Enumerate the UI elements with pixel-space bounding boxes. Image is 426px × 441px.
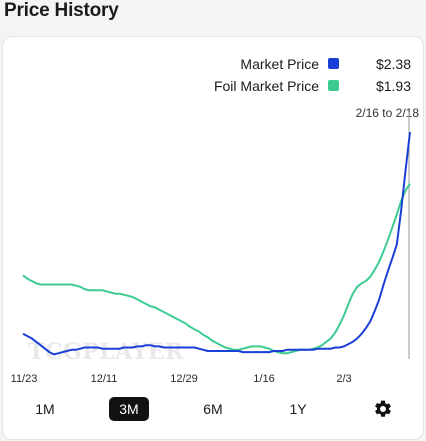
legend-item-market-price[interactable]: Market Price $2.38 <box>3 53 425 75</box>
series-line-market-price <box>22 131 411 356</box>
legend-swatch <box>328 80 339 91</box>
legend-item-foil-market-price[interactable]: Foil Market Price $1.93 <box>3 75 425 97</box>
range-button-1m[interactable]: 1M <box>35 401 55 417</box>
legend-value: $1.93 <box>375 78 411 94</box>
x-tick-label: 12/29 <box>170 373 198 385</box>
x-tick-label: 11/23 <box>11 373 38 385</box>
legend-value: $2.38 <box>375 56 411 72</box>
page-title: Price History <box>4 0 119 21</box>
tcgplayer-watermark: TCGPLAYER <box>28 339 184 365</box>
range-button-1y[interactable]: 1Y <box>289 401 307 417</box>
price-history-card: Market Price $2.38 Foil Market Price $1.… <box>2 36 424 440</box>
legend-label: Foil Market Price <box>213 78 319 94</box>
range-selector: 1M 3M 6M 1Y <box>3 395 425 425</box>
x-tick-label: 12/11 <box>91 373 118 385</box>
date-range-label: 2/16 to 2/18 <box>355 106 419 120</box>
series-line-foil-market-price <box>22 183 411 355</box>
legend-label: Market Price <box>240 56 319 72</box>
x-tick-label: 2/3 <box>336 373 351 385</box>
gear-icon[interactable] <box>373 399 393 419</box>
x-tick-label: 1/16 <box>253 373 274 385</box>
range-button-3m[interactable]: 3M <box>109 397 149 421</box>
range-button-6m[interactable]: 6M <box>203 401 223 417</box>
legend-swatch <box>328 58 339 69</box>
price-chart: 11/23 12/11 12/29 1/16 2/3 <box>11 112 411 385</box>
